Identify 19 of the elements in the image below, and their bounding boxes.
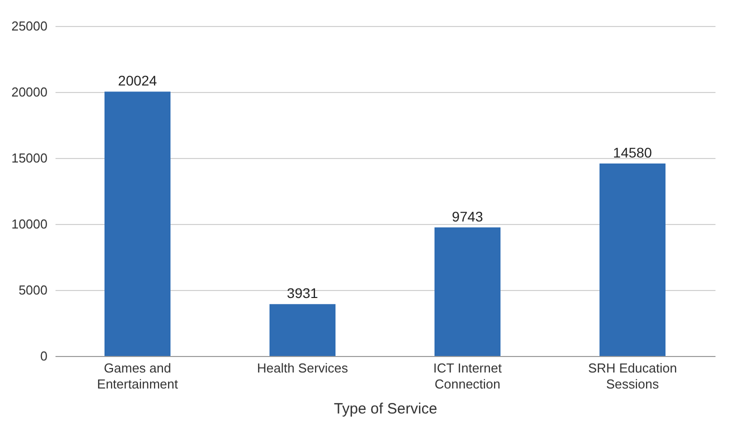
y-tick-label: 20000 [11, 84, 48, 100]
bar [434, 227, 500, 356]
x-tick-label: Health Services [256, 360, 349, 376]
data-label: 3931 [286, 285, 318, 302]
x-tick-label: ICT Internet Connection [433, 360, 502, 392]
data-label: 9743 [452, 208, 484, 224]
y-tick-label: 0 [40, 348, 48, 364]
x-axis-title: Type of Service [334, 400, 438, 418]
bar [104, 92, 170, 356]
data-label: 14580 [613, 144, 652, 161]
y-tick-label: 10000 [11, 216, 48, 232]
data-label: 20024 [118, 72, 158, 89]
bar [270, 304, 336, 356]
bar [600, 164, 666, 356]
y-tick-label: 5000 [18, 282, 48, 298]
x-tick-label: SRH Education Sessions [588, 360, 677, 392]
y-tick-label: 25000 [11, 18, 48, 34]
x-tick-label: Games and Entertainment [97, 360, 178, 392]
y-tick-label: 15000 [11, 150, 48, 166]
